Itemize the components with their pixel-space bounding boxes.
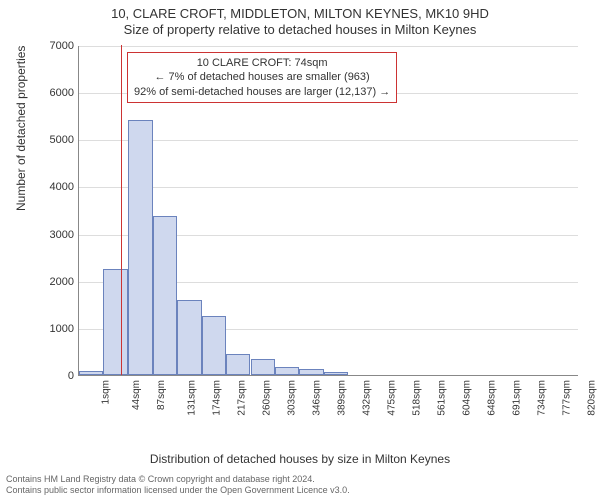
ytick-label: 1000 [50,323,74,335]
plot-area: 01000200030004000500060007000 10 CLARE C… [78,46,578,376]
histogram-bar [275,367,299,375]
ytick-label: 7000 [50,40,74,52]
xtick-label: 518sqm [412,380,423,416]
annotation-line1: 10 CLARE CROFT: 74sqm [134,56,390,70]
gridline [79,46,578,47]
ytick-label: 6000 [50,87,74,99]
xtick-label: 87sqm [156,380,167,410]
annotation-box: 10 CLARE CROFT: 74sqm ← 7% of detached h… [127,52,397,103]
xtick-label: 820sqm [587,380,598,416]
xtick-label: 346sqm [312,380,323,416]
histogram-bar [226,354,250,375]
footer-line1: Contains HM Land Registry data © Crown c… [6,474,350,485]
xtick-label: 174sqm [212,380,223,416]
xtick-label: 44sqm [131,380,142,410]
annotation-line2: ← 7% of detached houses are smaller (963… [134,70,390,84]
xtick-label: 303sqm [287,380,298,416]
histogram-bar [103,269,127,375]
histogram-bar [324,372,348,375]
histogram-bar [299,369,323,375]
ytick-label: 5000 [50,134,74,146]
xtick-label: 648sqm [487,380,498,416]
histogram-bar [177,300,201,375]
chart: Number of detached properties 0100020003… [48,46,578,416]
y-axis-label: Number of detached properties [14,46,28,211]
ytick-label: 3000 [50,229,74,241]
footer-line2: Contains public sector information licen… [6,485,350,496]
gridline [79,140,578,141]
histogram-bar [128,120,152,375]
xtick-label: 475sqm [387,380,398,416]
gridline [79,187,578,188]
histogram-bar [202,316,226,375]
annotation-line3: 92% of semi-detached houses are larger (… [134,85,390,99]
xtick-label: 561sqm [437,380,448,416]
histogram-bar [153,216,177,375]
xtick-label: 691sqm [512,380,523,416]
title-block: 10, CLARE CROFT, MIDDLETON, MILTON KEYNE… [0,0,600,37]
title-main: 10, CLARE CROFT, MIDDLETON, MILTON KEYNE… [0,6,600,21]
xtick-label: 777sqm [562,380,573,416]
xtick-label: 217sqm [237,380,248,416]
histogram-bar [251,359,275,375]
xtick-label: 734sqm [537,380,548,416]
xtick-label: 260sqm [262,380,273,416]
xtick-label: 131sqm [187,380,198,416]
xtick-label: 432sqm [362,380,373,416]
marker-line [121,45,122,375]
ytick-label: 0 [68,370,74,382]
x-axis-label: Distribution of detached houses by size … [0,452,600,466]
histogram-bar [79,371,103,375]
title-sub: Size of property relative to detached ho… [0,22,600,37]
xtick-label: 389sqm [337,380,348,416]
ytick-label: 4000 [50,181,74,193]
xtick-label: 1sqm [100,380,111,404]
ytick-label: 2000 [50,276,74,288]
footer: Contains HM Land Registry data © Crown c… [6,474,350,497]
xtick-label: 604sqm [462,380,473,416]
